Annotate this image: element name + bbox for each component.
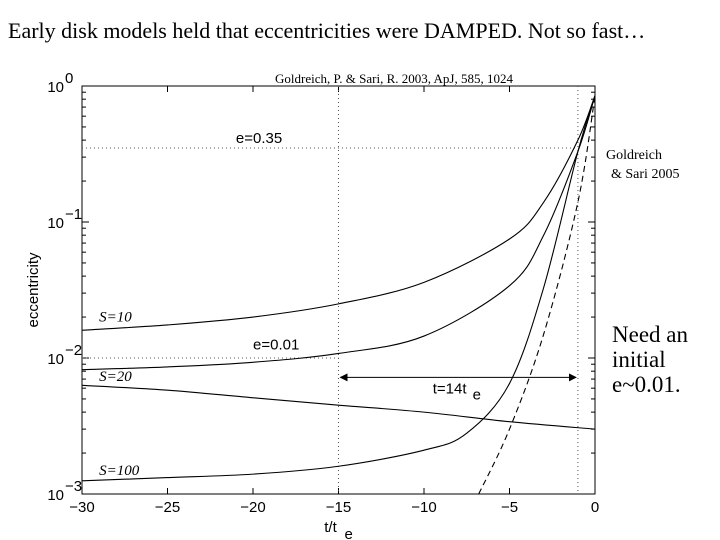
curve-label-e-0-01: e=0.01 bbox=[253, 337, 299, 354]
series-line-s-100 bbox=[82, 95, 595, 482]
x-axis-label-sub: e bbox=[345, 526, 353, 540]
curve-label-s-20: S=20 bbox=[99, 369, 132, 385]
reference-side-line: & Sari 2005 bbox=[611, 167, 680, 182]
note-line: e~0.01. bbox=[612, 372, 681, 397]
x-tick-label: −5 bbox=[501, 499, 518, 516]
y-tick-exponent: 0 bbox=[65, 70, 73, 87]
y-tick-label: 10 bbox=[47, 487, 64, 504]
series-line-s-20 bbox=[82, 384, 595, 430]
y-tick-exponent: −1 bbox=[65, 206, 82, 223]
y-tick-label: 10 bbox=[47, 351, 64, 368]
note-line: initial bbox=[612, 347, 666, 372]
guide-lines bbox=[82, 86, 579, 494]
reference-side: Goldreich & Sari 2005 bbox=[606, 146, 679, 184]
x-tick-label: −20 bbox=[240, 499, 265, 516]
x-tick-label: −30 bbox=[69, 499, 94, 516]
x-tick-label: 0 bbox=[591, 499, 599, 516]
slide-title: Early disk models held that eccentriciti… bbox=[8, 18, 646, 43]
annotation-e035: e=0.35 bbox=[236, 130, 282, 147]
reference-top: Goldreich, P. & Sari, R. 2003, ApJ, 585,… bbox=[275, 71, 513, 86]
curve-labels: e=0.35 e=0.01 S=10 S=20 S=100 t=14t e bbox=[99, 130, 577, 479]
series-lines bbox=[82, 95, 595, 494]
curve-label-s-10: S=10 bbox=[99, 310, 132, 326]
annotation-span: t=14t bbox=[433, 380, 468, 397]
initial-eccentricity-note: Need an initial e~0.01. bbox=[612, 322, 688, 397]
y-tick-exponent: −3 bbox=[65, 478, 82, 495]
y-tick-exponent: −2 bbox=[65, 342, 82, 359]
x-axis-label: t/t bbox=[324, 519, 337, 536]
y-axis-label: eccentricity bbox=[25, 252, 42, 328]
x-tick-label: −25 bbox=[155, 499, 180, 516]
reference-side-line: Goldreich bbox=[606, 148, 662, 163]
y-tick-label: 10 bbox=[47, 215, 64, 232]
note-line: Need an bbox=[612, 322, 688, 347]
x-tick-label: −15 bbox=[326, 499, 351, 516]
annotation-span-sub: e bbox=[473, 386, 481, 403]
series-line-e-0-01 bbox=[82, 95, 595, 371]
curve-label-s-100: S=100 bbox=[99, 463, 140, 479]
series-line-s-10 bbox=[82, 95, 595, 331]
x-tick-label: −10 bbox=[411, 499, 436, 516]
y-tick-label: 10 bbox=[47, 79, 64, 96]
